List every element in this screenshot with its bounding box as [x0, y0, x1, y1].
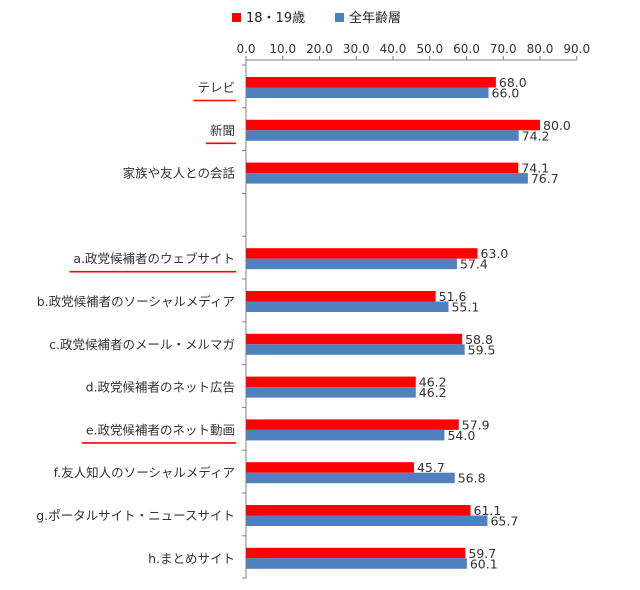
bar-all-ages	[246, 258, 457, 270]
value-label-all-ages: 59.5	[468, 342, 496, 357]
bar-all-ages	[246, 429, 445, 441]
x-tick-label: 20.0	[306, 42, 333, 56]
value-label-18-19: 58.8	[465, 332, 493, 347]
bar-18-19	[246, 119, 540, 131]
value-labels: 68.066.0 80.074.2 74.176.7 63.057.4 51.655.1…	[417, 75, 571, 571]
legend-label-all-ages: 全年齢層	[349, 10, 401, 26]
x-tick-label: 70.0	[490, 42, 517, 56]
value-label-all-ages: 55.1	[451, 300, 479, 315]
value-label-18-19: 80.0	[543, 118, 571, 133]
value-label-18-19: 74.1	[521, 161, 549, 176]
category-label: c.政党候補者のメール・メルマガ	[49, 337, 235, 352]
x-tick-label: 60.0	[453, 42, 480, 56]
bar-18-19	[246, 77, 496, 88]
category-label: g.ポータルサイト・ニュースサイト	[36, 508, 235, 523]
value-label-18-19: 45.7	[417, 460, 445, 475]
legend: 18・19歳 全年齢層	[232, 10, 401, 26]
bar-all-ages	[246, 173, 528, 184]
value-label-all-ages: 60.1	[470, 556, 498, 571]
category-label: 家族や友人との会話	[123, 166, 235, 181]
x-tick-label: 90.0	[563, 42, 590, 56]
value-label-all-ages: 54.0	[447, 428, 475, 443]
bar-18-19	[246, 248, 478, 259]
x-tick-label: 40.0	[380, 42, 407, 56]
bar-all-ages	[246, 344, 465, 355]
category-label: d.政党候補者のネット広告	[86, 380, 235, 395]
category-label: e.政党候補者のネット動画	[86, 422, 235, 437]
value-label-all-ages: 74.2	[522, 128, 550, 143]
bar-18-19	[246, 291, 436, 302]
category-label: f.友人知人のソーシャルメディア	[54, 465, 235, 480]
bar-all-ages	[246, 301, 449, 312]
category-label: h.まとめサイト	[148, 551, 235, 566]
value-label-18-19: 59.7	[468, 546, 496, 561]
x-tick-label: 30.0	[343, 42, 370, 56]
bar-all-ages	[246, 515, 488, 526]
category-label: 新聞	[210, 123, 235, 138]
legend-swatch-all-ages	[335, 13, 344, 22]
bar-all-ages	[246, 558, 467, 569]
value-label-all-ages: 65.7	[490, 514, 518, 529]
value-label-all-ages: 46.2	[419, 385, 447, 400]
value-label-all-ages: 76.7	[531, 171, 559, 186]
bar-all-ages	[246, 130, 519, 141]
bar-all-ages	[246, 87, 489, 98]
bar-18-19	[246, 462, 414, 473]
bar-18-19	[246, 547, 466, 559]
bar-all-ages	[246, 472, 455, 484]
x-tick-label: 50.0	[416, 42, 443, 56]
bars	[246, 77, 540, 569]
category-label: テレビ	[197, 80, 235, 95]
bar-18-19	[246, 333, 463, 345]
value-label-18-19: 51.6	[439, 289, 467, 304]
legend-label-18-19: 18・19歳	[246, 11, 305, 26]
bar-18-19	[246, 505, 471, 516]
bar-18-19	[246, 419, 459, 430]
value-label-18-19: 57.9	[462, 417, 490, 432]
value-label-18-19: 46.2	[419, 375, 447, 390]
value-label-18-19: 61.1	[474, 503, 502, 518]
bar-18-19	[246, 376, 416, 388]
value-label-all-ages: 66.0	[492, 86, 520, 101]
bar-all-ages	[246, 387, 416, 398]
value-label-18-19: 68.0	[499, 75, 527, 90]
x-tick-label: 80.0	[527, 42, 554, 56]
category-label: a.政党候補者のウェブサイト	[73, 251, 235, 266]
x-axis: 0.0 10.0 20.0 30.0 40.0 50.0 60.0 70.0 80.0 90.0	[236, 42, 590, 579]
legend-swatch-18-19	[232, 13, 241, 22]
value-label-18-19: 63.0	[481, 246, 509, 261]
category-label: b.政党候補者のソーシャルメディア	[37, 294, 235, 309]
value-label-all-ages: 56.8	[458, 471, 486, 486]
x-tick-label: 0.0	[236, 42, 255, 56]
bar-18-19	[246, 162, 519, 174]
x-tick-label: 10.0	[269, 42, 296, 56]
value-label-all-ages: 57.4	[460, 257, 488, 272]
